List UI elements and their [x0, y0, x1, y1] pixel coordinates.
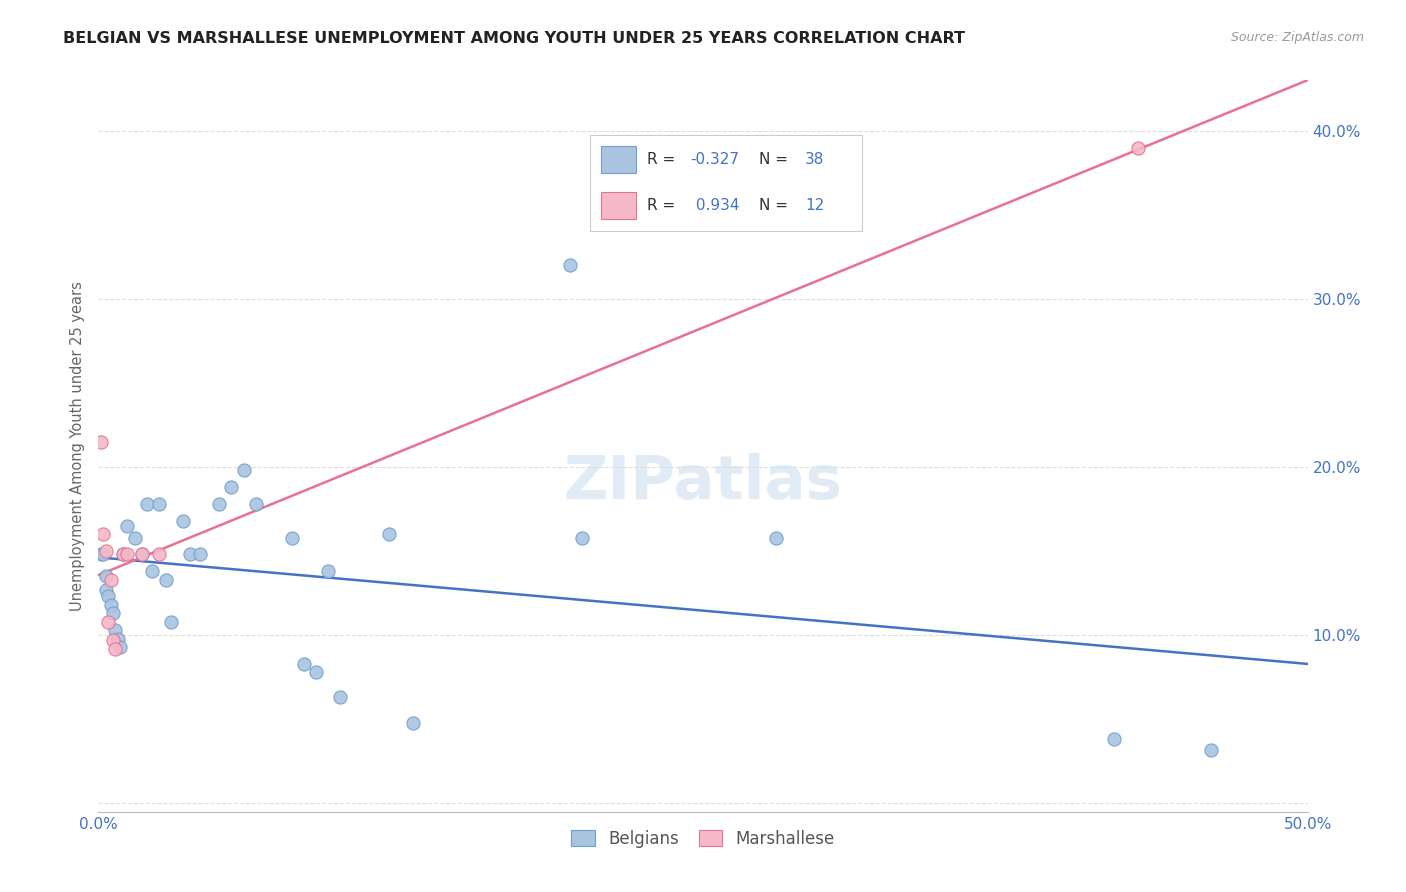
Point — [104, 641, 127, 656]
Point — [160, 615, 183, 629]
Point — [94, 569, 117, 583]
Point — [402, 715, 425, 730]
Point — [97, 615, 120, 629]
Point — [100, 598, 122, 612]
Text: 38: 38 — [806, 152, 824, 167]
Point — [101, 633, 124, 648]
FancyBboxPatch shape — [600, 192, 636, 219]
Point — [316, 564, 339, 578]
Point — [172, 514, 194, 528]
Point — [91, 548, 114, 562]
Point — [1128, 140, 1150, 154]
FancyBboxPatch shape — [600, 146, 636, 173]
Point — [1102, 732, 1125, 747]
Text: N =: N = — [759, 198, 793, 213]
Text: -0.327: -0.327 — [690, 152, 740, 167]
Point — [179, 548, 201, 562]
Point — [188, 548, 211, 562]
Point — [155, 573, 177, 587]
Point — [104, 623, 127, 637]
Point — [292, 657, 315, 671]
Text: 12: 12 — [806, 198, 824, 213]
Point — [131, 548, 153, 562]
Point — [571, 531, 593, 545]
Point — [111, 548, 134, 562]
Legend: Belgians, Marshallese: Belgians, Marshallese — [565, 823, 841, 855]
Point — [208, 497, 231, 511]
Point — [232, 463, 254, 477]
Text: BELGIAN VS MARSHALLESE UNEMPLOYMENT AMONG YOUTH UNDER 25 YEARS CORRELATION CHART: BELGIAN VS MARSHALLESE UNEMPLOYMENT AMON… — [63, 31, 966, 46]
Text: R =: R = — [647, 152, 681, 167]
Text: N =: N = — [759, 152, 793, 167]
Point — [1199, 742, 1222, 756]
Point — [124, 531, 146, 545]
Point — [107, 632, 129, 646]
Point — [148, 497, 170, 511]
Point — [94, 582, 117, 597]
Point — [281, 531, 304, 545]
Point — [100, 573, 122, 587]
Point — [221, 480, 243, 494]
Point — [377, 527, 399, 541]
Point — [94, 544, 117, 558]
Point — [90, 434, 112, 449]
Point — [245, 497, 267, 511]
Point — [558, 258, 581, 272]
Point — [765, 531, 787, 545]
Y-axis label: Unemployment Among Youth under 25 years: Unemployment Among Youth under 25 years — [69, 281, 84, 611]
Point — [305, 665, 328, 680]
Point — [90, 548, 112, 562]
Text: R =: R = — [647, 198, 681, 213]
Point — [117, 519, 139, 533]
Point — [148, 548, 170, 562]
Point — [108, 640, 131, 654]
Point — [141, 564, 163, 578]
Text: 0.934: 0.934 — [690, 198, 740, 213]
Point — [91, 527, 114, 541]
Point — [131, 548, 153, 562]
Point — [111, 548, 134, 562]
Text: ZIPatlas: ZIPatlas — [564, 453, 842, 512]
Point — [101, 607, 124, 621]
Point — [135, 497, 157, 511]
Text: Source: ZipAtlas.com: Source: ZipAtlas.com — [1230, 31, 1364, 45]
Point — [329, 690, 352, 705]
Point — [97, 590, 120, 604]
Point — [117, 548, 139, 562]
